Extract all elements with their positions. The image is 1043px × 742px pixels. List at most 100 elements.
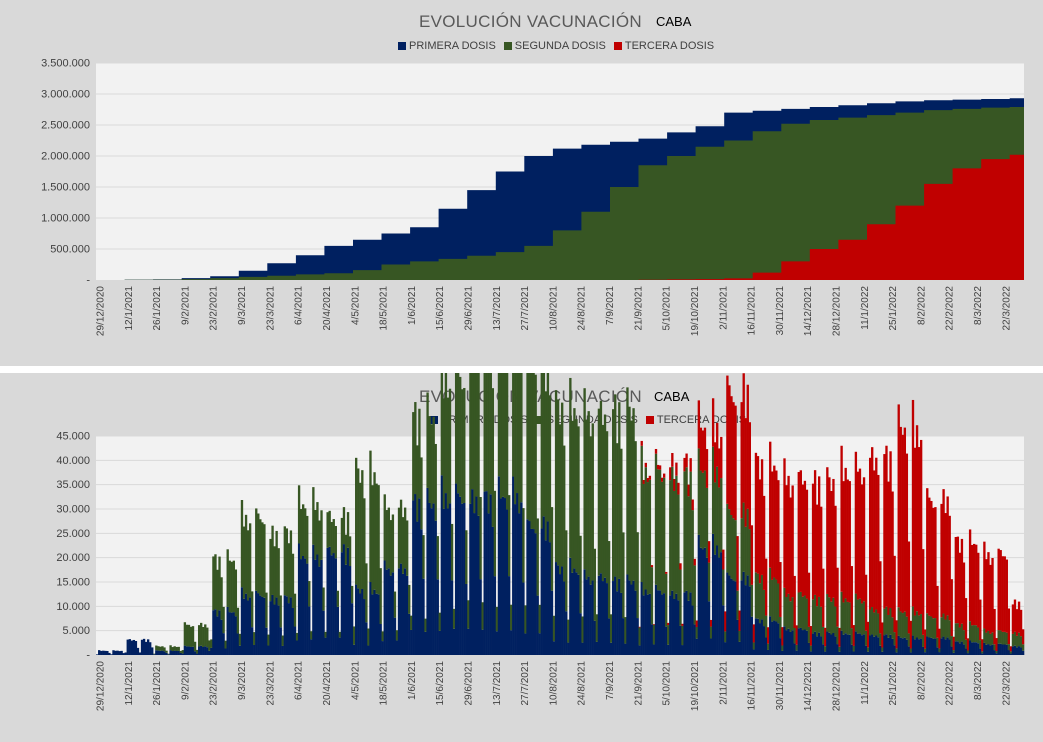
bar-segunda-dosis: [185, 624, 189, 647]
bar-segunda-dosis: [528, 373, 531, 522]
bar-primera-dosis: [450, 580, 454, 655]
bar-primera-dosis: [291, 607, 295, 655]
bar-segunda-dosis: [940, 617, 943, 639]
bar-segunda-dosis: [536, 518, 539, 596]
bar-segunda-dosis: [310, 631, 313, 640]
bar-segunda-dosis: [1017, 632, 1021, 647]
legend-swatch-segunda: [535, 416, 544, 424]
bar-primera-dosis: [267, 645, 270, 655]
bar-segunda-dosis: [938, 648, 941, 653]
bar-segunda-dosis: [238, 633, 242, 646]
bar-tercera-dosis: [654, 448, 658, 454]
bar-segunda-dosis: [844, 598, 847, 634]
bar-segunda-dosis: [932, 618, 935, 639]
bar-segunda-dosis: [793, 628, 796, 644]
bar-tercera-dosis: [832, 478, 835, 598]
bar-tercera-dosis: [779, 562, 782, 617]
bar-primera-dosis: [524, 633, 527, 655]
bar-tercera-dosis: [960, 538, 964, 624]
bar-primera-dosis: [106, 650, 109, 655]
bar-primera-dosis: [534, 533, 537, 655]
legend-label-tercera: TERCERA DOSIS: [624, 40, 715, 52]
bar-tercera-dosis: [922, 549, 925, 635]
bar-segunda-dosis: [463, 387, 466, 503]
bar-primera-dosis: [540, 528, 543, 655]
bar-primera-dosis: [452, 628, 456, 655]
bar-segunda-dosis: [246, 530, 250, 601]
bar-segunda-dosis: [167, 653, 170, 655]
bar-segunda-dosis: [893, 632, 896, 646]
bar-primera-dosis: [149, 642, 152, 655]
bar-segunda-dosis: [375, 483, 378, 594]
bar-primera-dosis: [771, 621, 774, 655]
bar-segunda-dosis: [426, 392, 429, 488]
bar-segunda-dosis: [469, 373, 472, 504]
bar-primera-dosis: [873, 636, 876, 655]
bar-primera-dosis: [424, 631, 427, 655]
x-tick-label: 19/10/2021: [690, 661, 701, 711]
bar-segunda-dosis: [642, 483, 645, 596]
bar-primera-dosis: [412, 500, 415, 655]
bar-segunda-dosis: [820, 606, 823, 637]
bar-primera-dosis: [852, 651, 856, 655]
bar-primera-dosis: [785, 630, 788, 655]
bar-primera-dosis: [652, 644, 656, 655]
bar-primera-dosis: [173, 650, 176, 655]
bar-primera-dosis: [964, 648, 968, 655]
bar-segunda-dosis: [465, 530, 468, 584]
bar-primera-dosis: [552, 641, 556, 655]
bar-segunda-dosis: [161, 646, 164, 651]
bar-primera-dosis: [416, 521, 419, 655]
bar-segunda-dosis: [944, 619, 947, 640]
bar-segunda-dosis: [791, 597, 794, 631]
bar-primera-dosis: [332, 553, 335, 655]
bar-primera-dosis: [773, 620, 776, 655]
bar-tercera-dosis: [856, 471, 860, 600]
bar-segunda-dosis: [630, 420, 633, 585]
bar-tercera-dosis: [750, 525, 754, 585]
x-tick-label: 18/5/2021: [379, 286, 390, 331]
bar-segunda-dosis: [302, 504, 305, 556]
bar-primera-dosis: [224, 648, 227, 655]
bar-primera-dosis: [911, 635, 915, 655]
bar-segunda-dosis: [624, 617, 627, 644]
bar-segunda-dosis: [1001, 631, 1004, 645]
x-tick-label: 22/2/2022: [945, 286, 956, 331]
x-tick-label: 9/2/2021: [180, 286, 191, 325]
bar-tercera-dosis: [883, 454, 886, 609]
bar-segunda-dosis: [685, 467, 688, 591]
bar-primera-dosis: [987, 644, 990, 655]
chart-legend: PRIMERA DOSIS SEGUNDA DOSIS TERCERA DOSI…: [398, 40, 722, 52]
x-tick-label: 22/3/2022: [1001, 661, 1012, 706]
bar-segunda-dosis: [864, 630, 868, 646]
bar-segunda-dosis: [385, 510, 388, 570]
bar-tercera-dosis: [840, 445, 843, 592]
bar-segunda-dosis: [318, 520, 321, 567]
bar-segunda-dosis: [308, 581, 311, 607]
bar-tercera-dosis: [1007, 608, 1011, 645]
bar-primera-dosis: [228, 612, 231, 655]
bar-primera-dosis: [481, 629, 484, 655]
bar-tercera-dosis: [736, 536, 739, 591]
bar-segunda-dosis: [740, 518, 743, 581]
bar-segunda-dosis: [569, 377, 572, 558]
bar-primera-dosis: [334, 558, 337, 655]
x-tick-label: 22/2/2022: [945, 661, 956, 706]
bar-primera-dosis: [597, 575, 601, 655]
bar-primera-dosis: [824, 651, 827, 655]
bar-segunda-dosis: [175, 646, 178, 651]
bar-segunda-dosis: [840, 591, 843, 631]
bar-primera-dosis: [432, 503, 435, 655]
bar-segunda-dosis: [887, 614, 890, 638]
bar-segunda-dosis: [754, 572, 758, 619]
bar-tercera-dosis: [707, 541, 711, 563]
bar-tercera-dosis: [915, 425, 919, 612]
bar-segunda-dosis: [873, 612, 876, 637]
bar-primera-dosis: [518, 513, 521, 655]
bar-primera-dosis: [532, 529, 535, 655]
bar-segunda-dosis: [561, 402, 564, 567]
bar-segunda-dosis: [554, 390, 558, 563]
bar-primera-dosis: [944, 639, 947, 655]
bar-primera-dosis: [848, 634, 851, 655]
bar-tercera-dosis: [889, 451, 892, 608]
